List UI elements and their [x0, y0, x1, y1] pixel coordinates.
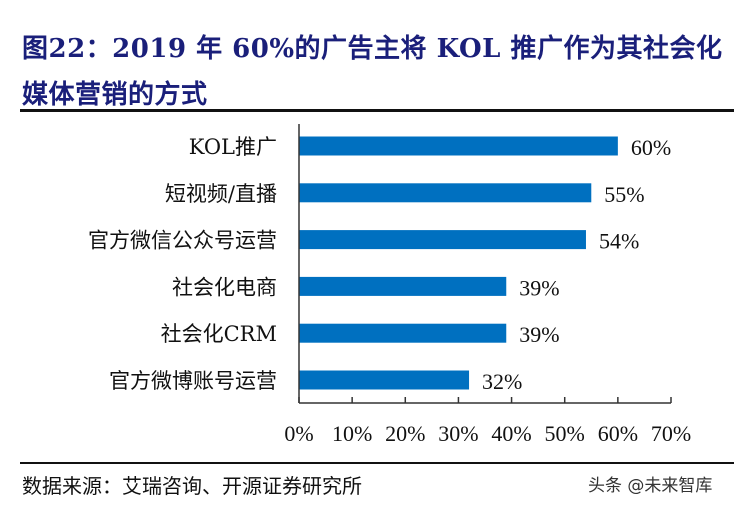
source-note: 数据来源：艾瑞咨询、开源证券研究所 [22, 474, 362, 498]
data-label: 60% [631, 135, 671, 160]
bar [299, 183, 592, 203]
bar [299, 276, 507, 296]
x-tick-label: 40% [491, 421, 531, 446]
data-label: 39% [519, 275, 559, 300]
x-tick-label: 0% [284, 421, 313, 446]
category-label: 社会化CRM [161, 322, 277, 346]
x-tick-label: 50% [545, 421, 585, 446]
bar [299, 323, 507, 343]
data-label: 55% [604, 182, 644, 207]
x-tick-label: 60% [598, 421, 638, 446]
bar [299, 136, 618, 156]
data-label: 39% [519, 322, 559, 347]
category-label: 社会化电商 [172, 275, 277, 299]
bar [299, 370, 470, 390]
x-tick-label: 70% [651, 421, 691, 446]
watermark: 头条 @未来智库 [588, 476, 713, 496]
category-label: 官方微信公众号运营 [88, 229, 277, 253]
chart-title-line2: 媒体营销的方式 [22, 80, 208, 110]
bar [299, 230, 586, 250]
title-divider [20, 109, 734, 112]
data-label: 54% [599, 229, 639, 254]
chart-title-line1: 图22：2019 年 60%的广告主将 KOL 推广作为其社会化 [22, 34, 723, 64]
category-label: 短视频/直播 [165, 182, 277, 206]
x-tick-label: 10% [332, 421, 372, 446]
x-tick-label: 30% [438, 421, 478, 446]
category-label: KOL推广 [189, 135, 277, 159]
data-label: 32% [482, 369, 522, 394]
footer-divider [20, 462, 734, 464]
x-tick-label: 20% [385, 421, 425, 446]
category-label: 官方微博账号运营 [109, 369, 277, 393]
